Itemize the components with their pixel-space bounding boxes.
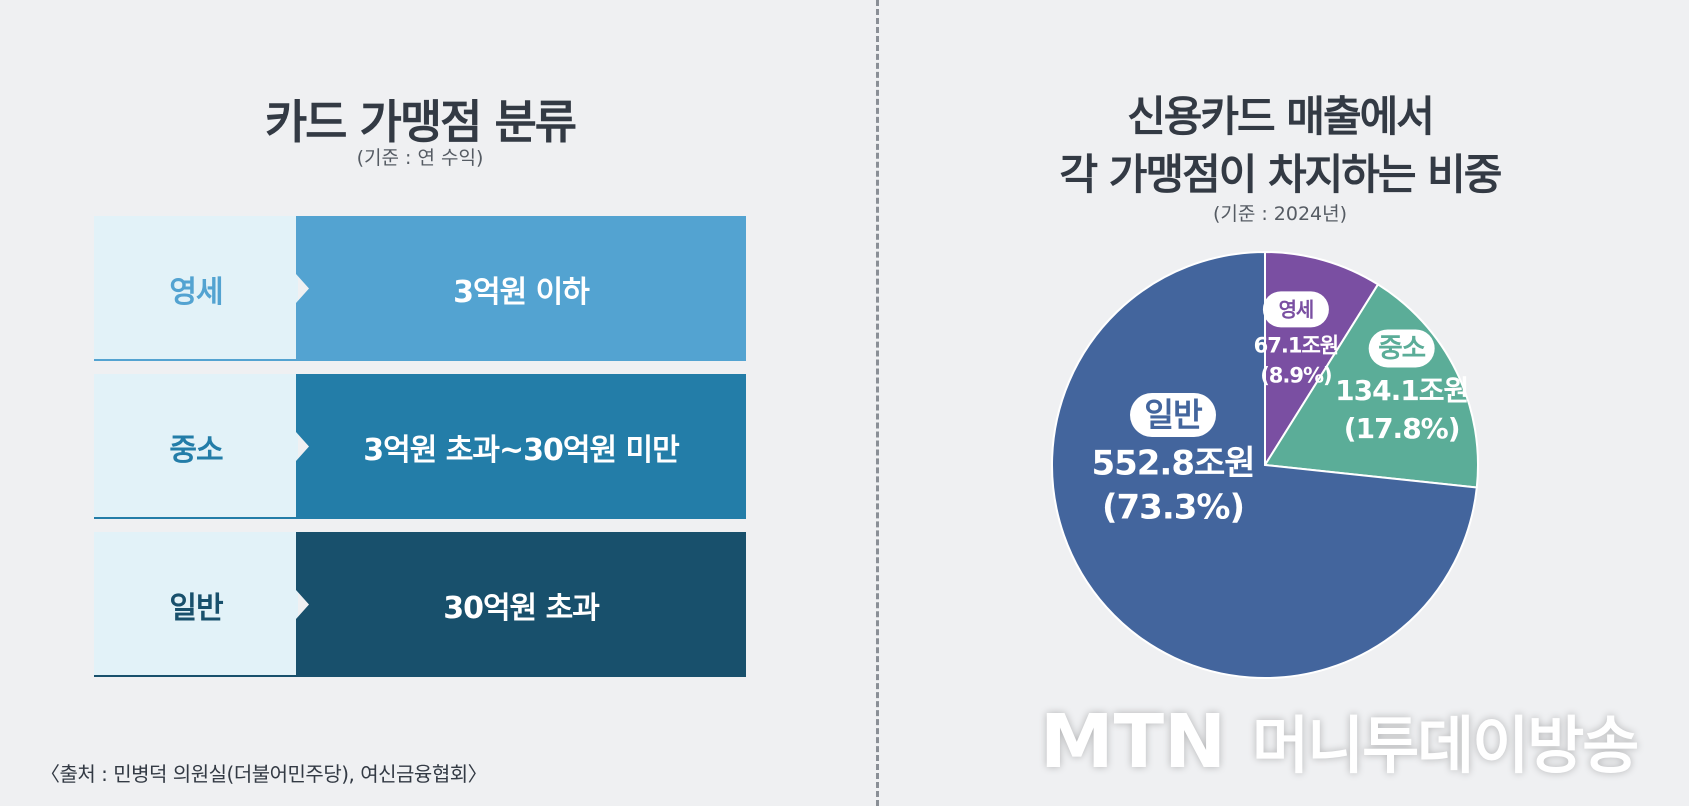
slice-name-label: 영세: [1279, 297, 1314, 321]
slice-percent-label: (17.8%): [1344, 412, 1460, 445]
category-row-general: 일반 30억원 초과: [94, 532, 746, 677]
slice-name-badge: [1368, 329, 1435, 368]
row-value: 3억원 이하: [296, 216, 746, 361]
chart-title: 신용카드 매출에서 각 가맹점이 차지하는 비중: [940, 88, 1620, 204]
slice-name-badge: [1130, 393, 1216, 437]
slice-percent-label: (73.3%): [1102, 487, 1244, 527]
slice-value-label: 134.1조원: [1335, 374, 1468, 407]
row-label: 중소: [94, 374, 298, 519]
pie-chart: 영세 67.1조원 (8.9%) 중소 134.1조원 (17.8%) 일반 552.8조원(…: [1051, 250, 1479, 679]
source-note: 〈출처 : 민병덕 의원실(더불어민주당), 여신금융협회〉: [40, 762, 488, 786]
category-row-medium: 중소 3억원 초과~30억원 미만: [94, 374, 746, 519]
row-value: 30억원 초과: [296, 532, 746, 677]
chart-title-line1: 신용카드 매출에서: [1127, 92, 1435, 141]
watermark-text: 머니투데이방송: [1252, 709, 1639, 782]
row-label: 영세: [94, 216, 298, 361]
category-row-small: 영세 3억원 이하: [94, 216, 746, 361]
slice-name-label: 일반: [1144, 396, 1203, 434]
row-label: 일반: [94, 532, 298, 677]
slice-label-1: 중소 134.1조원 (17.8%): [1335, 329, 1469, 445]
chart-title-line2: 각 가맹점이 차지하는 비중: [1059, 150, 1503, 199]
slice-label-0: 영세 67.1조원 (8.9%): [1254, 291, 1339, 387]
row-underline: [94, 359, 298, 361]
center-divider: [876, 0, 879, 806]
row-value: 3억원 초과~30억원 미만: [296, 374, 746, 519]
chart-subtitle: (기준 : 2024년): [1212, 203, 1348, 225]
slice-label-2: 일반 552.8조원(73.3%): [1091, 393, 1256, 527]
pie-slice-2: [1051, 250, 1478, 679]
row-underline: [94, 675, 298, 677]
left-subtitle: (기준 : 연 수익): [356, 147, 484, 169]
slice-name-label: 중소: [1378, 333, 1425, 364]
left-title: 카드 가맹점 분류: [264, 95, 577, 149]
mtn-logo: MTN: [1040, 699, 1227, 785]
row-underline: [94, 517, 298, 519]
slice-value-label: 552.8조원: [1091, 443, 1254, 483]
mtn-watermark: MTN 머니투데이방송: [1040, 695, 1639, 785]
slice-value-label: 67.1조원: [1254, 333, 1338, 357]
slice-name-badge: [1262, 291, 1329, 328]
slice-percent-label: (8.9%): [1260, 363, 1331, 387]
